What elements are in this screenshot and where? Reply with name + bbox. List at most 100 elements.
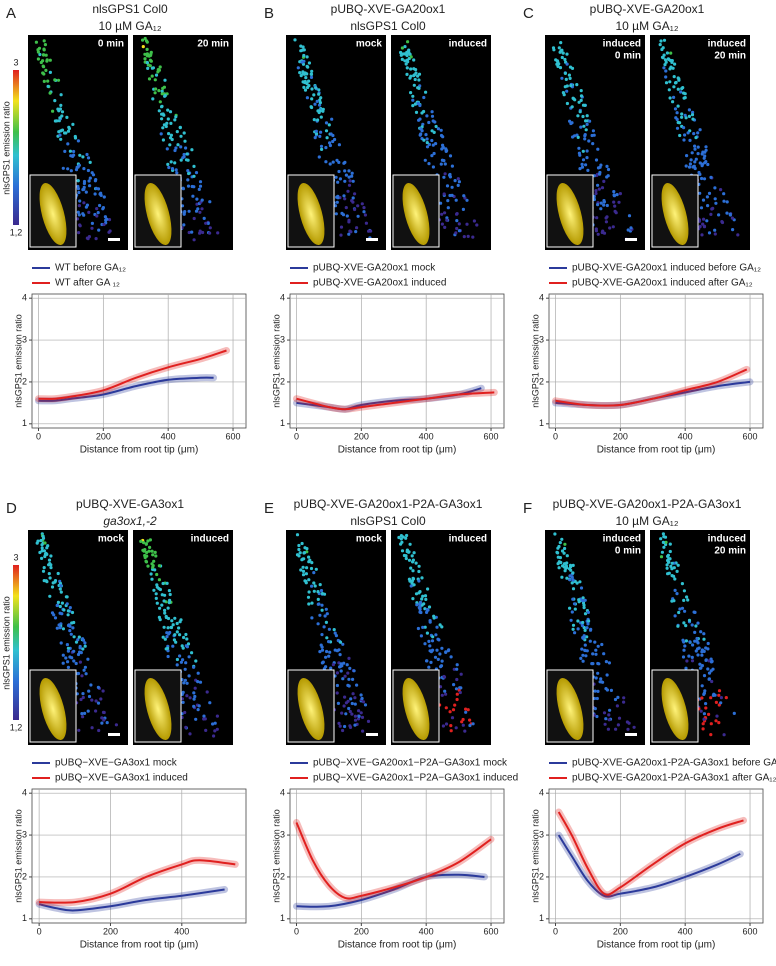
cell xyxy=(42,53,46,57)
cell xyxy=(51,109,55,113)
cell xyxy=(465,198,469,202)
x-tick-label: 0 xyxy=(553,431,558,441)
cell xyxy=(598,172,602,176)
cell xyxy=(430,138,434,143)
cell xyxy=(158,65,162,69)
cell xyxy=(417,579,421,583)
cell xyxy=(310,584,314,588)
cell xyxy=(53,616,58,620)
cell xyxy=(324,129,329,133)
cell xyxy=(46,544,50,548)
cell xyxy=(436,127,440,131)
cell xyxy=(88,184,92,188)
cell xyxy=(459,672,463,676)
cell xyxy=(572,97,576,101)
cell xyxy=(664,60,668,64)
cell xyxy=(584,128,588,132)
cell xyxy=(417,72,422,76)
cell xyxy=(166,162,170,166)
cell xyxy=(300,60,304,64)
cell xyxy=(420,603,424,607)
cell xyxy=(347,175,351,179)
cell xyxy=(616,723,621,727)
cell xyxy=(455,663,459,667)
cell xyxy=(732,711,736,716)
cell xyxy=(179,158,183,162)
cell xyxy=(347,677,351,681)
x-tick-label: 0 xyxy=(553,926,558,936)
cell xyxy=(185,681,189,685)
cell xyxy=(669,65,673,69)
cell xyxy=(318,613,322,617)
cell xyxy=(607,713,611,717)
cell xyxy=(430,639,435,643)
cell xyxy=(195,197,199,201)
y-tick-label: 4 xyxy=(280,293,285,303)
cell xyxy=(325,612,329,616)
cell xyxy=(58,116,62,120)
cell xyxy=(456,183,460,187)
cell xyxy=(84,190,88,194)
cell xyxy=(297,547,301,552)
cell xyxy=(343,674,347,678)
cell xyxy=(434,633,438,637)
cell xyxy=(66,129,71,133)
cell xyxy=(82,185,86,189)
cell xyxy=(576,114,580,118)
x-tick-label: 200 xyxy=(96,431,111,441)
cell xyxy=(196,207,200,211)
cell xyxy=(178,654,182,658)
cell xyxy=(407,550,411,554)
cell xyxy=(69,169,73,173)
cell xyxy=(725,200,729,204)
cell xyxy=(82,167,86,171)
cell xyxy=(145,47,149,52)
cell xyxy=(580,165,585,169)
cell xyxy=(48,562,52,566)
cell xyxy=(564,77,568,81)
cell xyxy=(580,162,584,166)
cell xyxy=(170,619,174,623)
cell xyxy=(166,117,170,121)
y-tick-label: 3 xyxy=(22,334,27,344)
cell xyxy=(343,724,347,729)
cell xyxy=(713,186,717,190)
cell xyxy=(689,158,693,162)
cell xyxy=(182,131,186,135)
cell xyxy=(296,66,300,70)
cell xyxy=(48,594,52,598)
inset-root xyxy=(556,182,584,246)
cell xyxy=(78,153,82,157)
cell xyxy=(719,188,723,192)
cell xyxy=(314,567,318,571)
cell xyxy=(145,550,149,555)
cell xyxy=(85,152,89,157)
cell xyxy=(334,634,338,638)
cell xyxy=(579,586,584,590)
cell xyxy=(184,725,188,730)
cell xyxy=(47,572,51,576)
cell xyxy=(362,206,366,210)
cell xyxy=(216,231,220,235)
cell xyxy=(88,160,92,164)
cell xyxy=(183,678,187,682)
cell xyxy=(407,558,412,562)
cell xyxy=(440,646,444,650)
cell xyxy=(200,207,204,211)
cell xyxy=(72,649,76,653)
cell xyxy=(455,219,459,223)
cell xyxy=(201,230,205,235)
cell xyxy=(36,539,40,543)
cell xyxy=(41,534,45,539)
series-line xyxy=(296,873,485,908)
cell xyxy=(675,569,679,574)
cell xyxy=(66,646,70,650)
cell xyxy=(68,624,72,628)
cell xyxy=(681,86,685,90)
cell xyxy=(724,696,728,700)
cell xyxy=(351,692,355,696)
image-label: induced xyxy=(708,534,746,545)
cell xyxy=(722,192,726,196)
cell xyxy=(683,92,687,96)
cell xyxy=(334,212,338,216)
